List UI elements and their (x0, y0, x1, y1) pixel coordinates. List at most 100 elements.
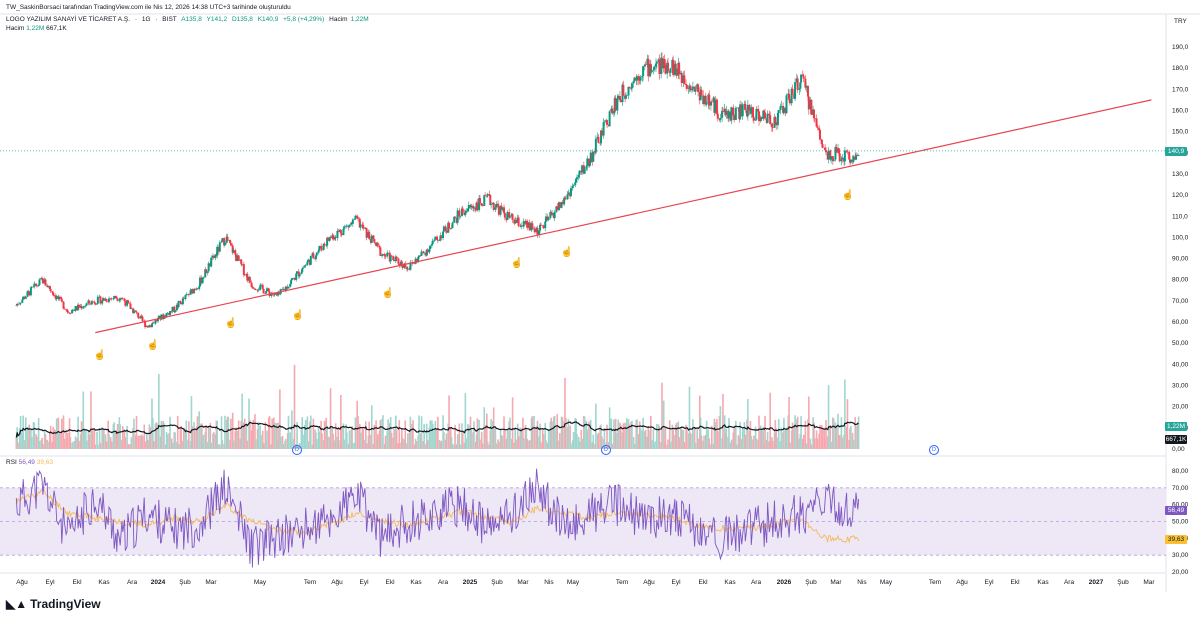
volume-bar (844, 379, 846, 449)
candle-body (252, 287, 255, 289)
time-tick-label: Şub (179, 579, 191, 586)
volume-bar (397, 443, 400, 449)
candle-body (201, 278, 204, 284)
volume-bar (144, 441, 146, 449)
volume-bar (576, 434, 578, 449)
volume-bar (364, 439, 366, 449)
volume-bar (80, 421, 83, 449)
volume-bar (395, 415, 397, 449)
candle-body (96, 303, 99, 305)
candle-body (545, 216, 548, 222)
candle-body (639, 77, 642, 81)
candle-body (262, 288, 265, 294)
rsi-tick-label: 30,00 (1172, 552, 1189, 559)
candle-body (193, 289, 196, 294)
volume-bar (368, 421, 371, 449)
volume-bar (336, 436, 339, 449)
candle-body (652, 69, 655, 71)
candle-body (757, 108, 760, 112)
volume-legend[interactable]: Hacim 1,22M 667,1K (6, 25, 67, 32)
candle-body (464, 212, 467, 216)
volume-bar (837, 413, 839, 449)
time-tick-label: Mar (830, 579, 842, 586)
volume-bar (304, 424, 306, 449)
volume-bar (146, 434, 148, 449)
candle-body (788, 93, 791, 99)
tradingview-logo[interactable]: ◣▲ TradingView (6, 597, 101, 611)
candle-body (345, 225, 348, 227)
candle-body (119, 298, 122, 301)
candle-body (28, 291, 31, 296)
volume-bar (667, 439, 669, 449)
candle-body (820, 139, 823, 145)
candle-body (265, 291, 268, 294)
candle-body (625, 95, 628, 97)
symbol-legend[interactable]: LOGO YAZILIM SANAYİ VE TİCARET A.Ş. · 1G… (6, 16, 369, 23)
volume-bar (682, 430, 685, 449)
candle-body (451, 222, 454, 228)
candle-body (539, 224, 542, 226)
candle-body (804, 78, 807, 88)
candle-body (458, 210, 461, 217)
volume-bar (127, 444, 129, 449)
candle-body (768, 113, 771, 116)
volume-bar (815, 430, 818, 449)
volume-bar (94, 444, 97, 449)
candle-body (185, 294, 188, 296)
volume-bar (367, 435, 370, 449)
volume-bar (799, 433, 802, 449)
candle-body (674, 63, 677, 69)
volume-bar (766, 431, 769, 449)
volume-bar (702, 440, 705, 449)
volume-bar (187, 439, 189, 449)
volume-bar (796, 416, 799, 449)
volume-bar (538, 436, 541, 449)
dividend-marker[interactable]: D (929, 445, 939, 455)
candle-body (223, 242, 226, 246)
volume-bar (689, 432, 692, 449)
volume-bar (306, 416, 309, 449)
candle-body (486, 194, 489, 197)
volume-bar (674, 424, 677, 449)
candle-body (390, 255, 393, 257)
volume-bar (46, 439, 49, 449)
volume-bar (137, 436, 140, 449)
volume-bar (209, 422, 212, 449)
volume-bar (155, 422, 158, 449)
volume-bar (200, 423, 203, 449)
volume-bar (744, 434, 747, 449)
candle-body (181, 298, 184, 305)
volume-bar (103, 430, 105, 449)
volume-bar (358, 424, 361, 449)
candle-body (577, 174, 580, 178)
candle-body (434, 236, 437, 240)
candle-body (581, 165, 584, 173)
dividend-marker[interactable]: D (601, 445, 611, 455)
volume-bar (285, 439, 287, 449)
dividend-marker[interactable]: D (292, 445, 302, 455)
candle-body (719, 117, 722, 120)
candle-body (741, 105, 744, 117)
candle-body (74, 306, 77, 311)
trendline[interactable] (95, 99, 1152, 334)
rsi-legend[interactable]: RSI 56,49 39,63 (6, 459, 53, 466)
candle-body (624, 95, 627, 99)
volume-bar (304, 420, 307, 449)
candle-body (509, 216, 512, 218)
candle-body (381, 254, 384, 255)
volume-bar (91, 429, 94, 449)
volume-bar (760, 430, 763, 449)
volume-bar (212, 433, 214, 449)
candle-body (33, 283, 36, 287)
volume-bar (433, 428, 436, 449)
volume-bar (392, 437, 395, 449)
volume-bar (639, 428, 642, 449)
candle-body (53, 295, 56, 297)
volume-bar (60, 433, 62, 449)
candle-body (337, 230, 340, 232)
candle-body (762, 110, 765, 119)
volume-bar (373, 424, 376, 449)
candle-body (816, 126, 819, 128)
pointing-hand-icon: ☝ (511, 256, 523, 269)
